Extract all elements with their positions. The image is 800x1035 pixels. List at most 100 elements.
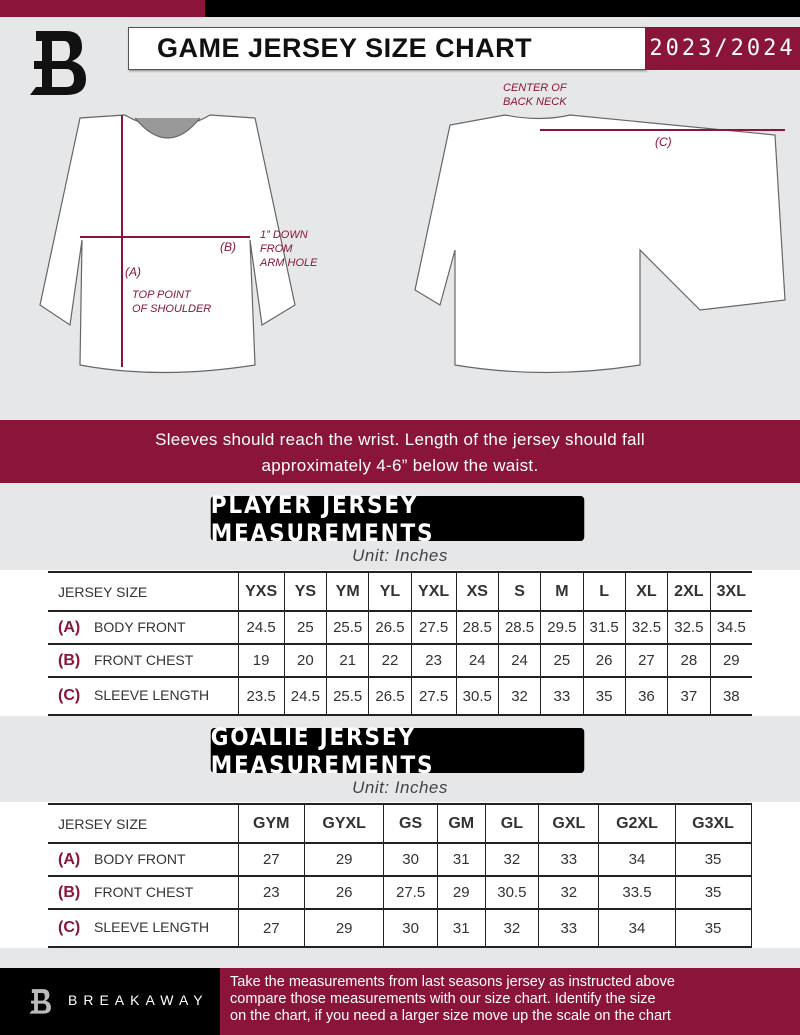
table-cell: 25: [540, 644, 583, 677]
table-row: (B) FRONT CHEST 23 26 27.5 29 30.5 32 33.5 35: [48, 876, 752, 909]
row-label: (B) FRONT CHEST: [48, 644, 238, 677]
label-b: (B): [220, 240, 236, 254]
label-a: (A): [125, 265, 141, 279]
page-title: GAME JERSEY SIZE CHART: [128, 27, 646, 70]
table-cell: 34: [598, 843, 675, 876]
table-cell: 37: [667, 677, 711, 715]
size-header: GYM: [237, 804, 305, 843]
size-header: YM: [326, 572, 369, 611]
table-cell: 26: [304, 876, 384, 909]
goalie-heading: GOALIE JERSEY MEASUREMENTS: [210, 723, 585, 779]
table-cell: 27.5: [383, 876, 438, 909]
player-heading: PLAYER JERSEY MEASUREMENTS: [210, 491, 585, 547]
player-unit: Unit: Inches: [352, 546, 448, 565]
table-row: (C) SLEEVE LENGTH 27 29 30 31 32 33 34 35: [48, 909, 752, 947]
jersey-diagram: [39, 114, 786, 374]
table-cell: 30.5: [484, 876, 539, 909]
size-header: GS: [383, 804, 438, 843]
size-header: XL: [624, 572, 668, 611]
size-header: YXS: [237, 572, 285, 611]
table-cell: 26.5: [368, 611, 412, 644]
table-cell: 24.5: [237, 611, 285, 644]
row-letter: (C): [58, 919, 81, 936]
goalie-unit: Unit: Inches: [352, 778, 448, 797]
table-cell: 33.5: [598, 876, 675, 909]
size-header: YXL: [410, 572, 457, 611]
table-cell: 25: [283, 611, 327, 644]
table-cell: 33: [538, 843, 599, 876]
table-cell: [750, 843, 752, 876]
table-cell: 34.5: [709, 611, 752, 644]
size-header: S: [497, 572, 541, 611]
top-bar-dark: [205, 0, 800, 17]
row-label-text: FRONT CHEST: [94, 651, 194, 668]
size-header: G3XL: [674, 804, 752, 843]
row-label: (A) BODY FRONT: [48, 843, 238, 876]
back-jersey-outline: [414, 114, 786, 374]
breakaway-logo-icon: [30, 31, 86, 95]
row-letter: (A): [58, 618, 81, 636]
footer-brand: BREAKAWAY: [0, 968, 220, 1035]
top-bar-accent: [0, 0, 205, 17]
row-label: (B) FRONT CHEST: [48, 876, 238, 909]
label-c: (C): [655, 135, 672, 149]
arm-hole-note: 1” DOWN FROM ARM HOLE: [260, 229, 318, 269]
instructions-band: Sleeves should reach the wrist. Length o…: [0, 420, 800, 483]
size-header: [750, 804, 752, 843]
table-header-row: JERSEY SIZE YXS YS YM YL YXL XS S M L XL 2XL 3XL: [48, 572, 752, 611]
table-cell: 28: [667, 644, 711, 677]
table-row: (A) BODY FRONT 24.5 25 25.5 26.5 27.5 28.5 28.5 2…: [48, 611, 752, 644]
table-cell: 27.5: [410, 677, 457, 715]
table-cell: 35: [674, 843, 752, 876]
table-cell: 28.5: [497, 611, 541, 644]
table-cell: 32.5: [624, 611, 668, 644]
table-cell: 24.5: [283, 677, 327, 715]
table-cell: 27: [237, 909, 305, 947]
size-header: GYXL: [304, 804, 384, 843]
table-cell: 35: [674, 876, 752, 909]
back-neck-note: CENTER OF BACK NECK: [503, 82, 567, 108]
size-header: 3XL: [709, 572, 752, 611]
table-cell: 30: [383, 843, 438, 876]
table-cell: 29: [304, 843, 384, 876]
row-label: (C) SLEEVE LENGTH: [48, 677, 238, 715]
row-letter: (B): [58, 651, 81, 669]
size-header: G2XL: [598, 804, 675, 843]
size-header: 2XL: [667, 572, 711, 611]
size-header: GXL: [538, 804, 599, 843]
row-letter: (A): [58, 850, 81, 868]
table-row: (B) FRONT CHEST 19 20 21 22 23 24 24 25 26 27 28 29: [48, 644, 752, 677]
size-header: YS: [283, 572, 327, 611]
row-label-text: BODY FRONT: [94, 618, 186, 635]
brand-name: BREAKAWAY: [68, 992, 209, 1008]
table-row: (C) SLEEVE LENGTH 23.5 24.5 25.5 26.5 27.5 30.5…: [48, 677, 752, 715]
front-jersey-outline: [39, 114, 296, 374]
footer-instructions: Take the measurements from last seasons …: [220, 968, 800, 1035]
table-row: (A) BODY FRONT 27 29 30 31 32 33 34 35: [48, 843, 752, 876]
table-cell: 32: [484, 843, 539, 876]
table-cell: 19: [237, 644, 285, 677]
table-cell: 23.5: [237, 677, 285, 715]
breakaway-logo-small-icon: [29, 989, 51, 1014]
player-size-table: JERSEY SIZE YXS YS YM YL YXL XS S M L XL 2XL 3XL (A) B…: [48, 571, 752, 716]
table-cell: 21: [326, 644, 369, 677]
table-cell: 23: [410, 644, 457, 677]
table-cell: 31.5: [582, 611, 626, 644]
table-cell: 32: [497, 677, 541, 715]
table-cell: 22: [368, 644, 412, 677]
table-cell: 33: [538, 909, 599, 947]
table-cell: [750, 876, 752, 909]
table-cell: [750, 909, 752, 947]
size-header: YL: [368, 572, 412, 611]
table-cell: 26: [582, 644, 626, 677]
table-cell: 28.5: [455, 611, 499, 644]
size-header: L: [582, 572, 626, 611]
table-cell: 27: [624, 644, 668, 677]
season-badge: 2023/2024: [645, 27, 800, 70]
row-label-text: SLEEVE LENGTH: [94, 687, 210, 703]
goalie-size-table: JERSEY SIZE GYM GYXL GS GM GL GXL G2XL G3XL (A) BO…: [48, 803, 752, 948]
table-cell: 32: [484, 909, 539, 947]
row-letter: (B): [58, 883, 81, 901]
table-header-row: JERSEY SIZE GYM GYXL GS GM GL GXL G2XL G3XL: [48, 804, 752, 843]
table-cell: 32: [538, 876, 599, 909]
